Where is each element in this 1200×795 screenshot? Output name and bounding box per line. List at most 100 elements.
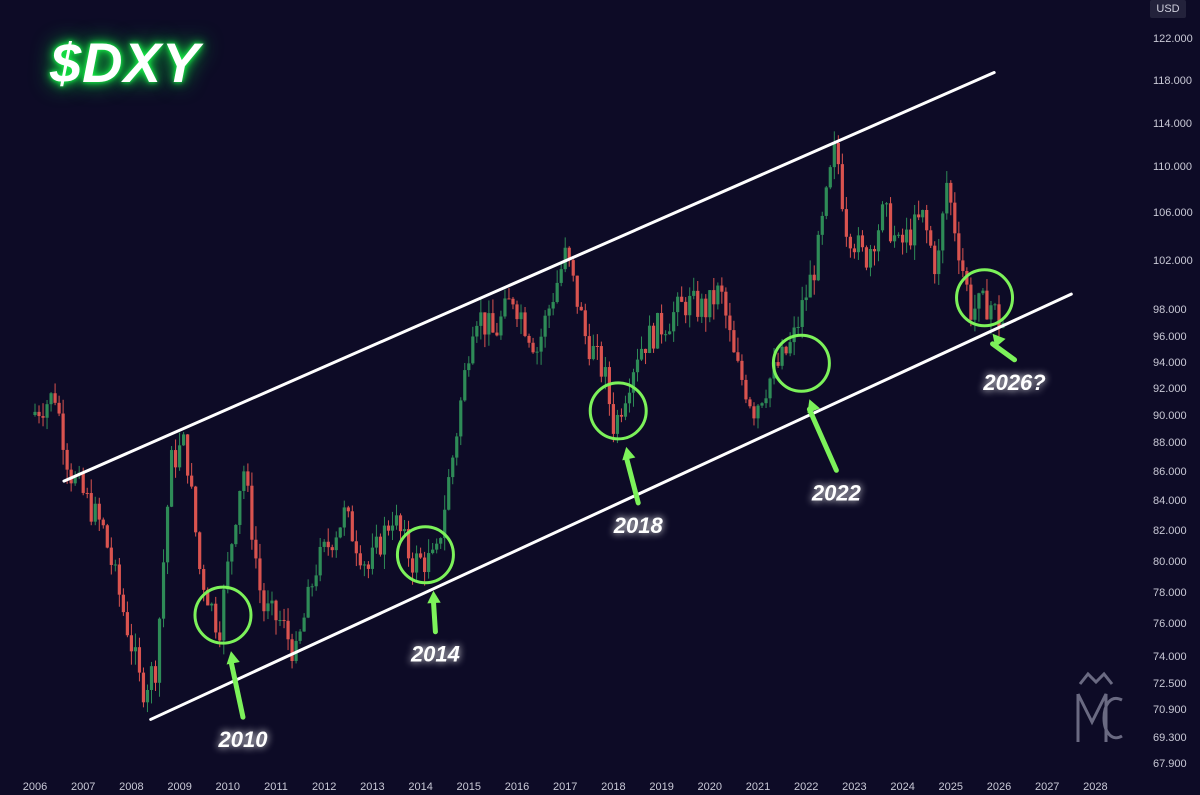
candle-body <box>929 230 933 246</box>
candle-body <box>190 475 194 487</box>
candle-body <box>712 290 716 305</box>
candle-body <box>768 378 772 399</box>
candle-body <box>182 434 186 446</box>
y-axis: 122.000 118.000 114.000 110.000 106.000 102.0… <box>1153 33 1193 770</box>
candle-body <box>330 547 334 551</box>
candle-body <box>386 525 391 531</box>
candle-body <box>647 325 652 354</box>
candle-body <box>354 541 358 554</box>
candle-body <box>716 285 720 305</box>
y-tick-label: 76.000 <box>1153 618 1187 630</box>
candle-body <box>125 612 129 636</box>
highlight-circle <box>193 585 253 645</box>
candle-body <box>230 544 234 562</box>
candle-body <box>61 413 65 450</box>
candle-body <box>105 525 109 548</box>
candle-body <box>868 248 873 268</box>
candle-body <box>808 274 812 298</box>
x-tick-label: 2020 <box>698 781 722 793</box>
candle-body <box>350 511 354 542</box>
candle-body <box>451 457 455 478</box>
y-tick-label: 110.000 <box>1153 161 1192 173</box>
candle-body <box>961 260 965 271</box>
arrow-head-icon <box>622 446 636 461</box>
y-tick-label: 80.000 <box>1153 556 1187 568</box>
candle-body <box>527 335 531 343</box>
candle-body <box>338 527 342 538</box>
candle-body <box>298 631 302 641</box>
candle-body <box>668 331 672 335</box>
candle-body <box>65 449 69 470</box>
candle-body <box>543 315 547 337</box>
y-tick-label: 74.000 <box>1153 651 1187 663</box>
candle-body <box>270 600 274 604</box>
x-tick-label: 2022 <box>794 781 818 793</box>
candle-body <box>507 298 511 300</box>
y-tick-label: 96.000 <box>1153 331 1187 343</box>
candle-body <box>250 485 254 540</box>
candle-body <box>643 348 648 354</box>
highlight-circle <box>955 268 1015 328</box>
candle-body <box>342 507 346 528</box>
candle-body <box>423 557 427 573</box>
candle-body <box>274 600 278 621</box>
candle-body <box>997 304 1001 328</box>
candle-body <box>764 398 768 404</box>
candle-body <box>619 414 624 417</box>
candle-body <box>519 312 523 320</box>
candle-body <box>896 234 901 236</box>
candle-body <box>756 405 760 419</box>
candle-body <box>676 296 680 313</box>
candle-body <box>358 553 362 566</box>
candle-body <box>539 336 543 352</box>
candle-body <box>635 359 640 373</box>
candle-body <box>631 372 636 393</box>
watermark-logo <box>1076 671 1123 742</box>
candle-body <box>828 167 832 188</box>
candle-body <box>740 360 744 380</box>
arrow-head-icon <box>807 399 821 414</box>
candle-body <box>627 392 632 404</box>
candle-body <box>880 204 885 231</box>
y-tick-label: 118.000 <box>1153 75 1192 87</box>
candle-body <box>346 507 350 512</box>
candle-body <box>246 471 250 486</box>
annotation-label: 2026? <box>982 370 1045 395</box>
channel-upper-line <box>62 71 996 483</box>
candle-body <box>796 326 800 328</box>
candle-body <box>844 209 848 237</box>
candle-body <box>780 346 784 366</box>
candle-body <box>226 561 230 590</box>
candle-body <box>463 370 467 401</box>
candle-body <box>153 666 158 683</box>
candle-body <box>744 379 748 400</box>
candle-body <box>165 506 170 563</box>
candle-body <box>266 603 270 612</box>
candle-body <box>832 142 836 168</box>
candle-body <box>109 547 113 565</box>
candle-body <box>117 564 121 595</box>
x-tick-label: 2009 <box>167 781 191 793</box>
candle-body <box>615 414 620 434</box>
candle-body <box>406 529 411 559</box>
candle-body <box>427 553 431 573</box>
candle-body <box>595 346 599 348</box>
candle-body <box>567 247 571 261</box>
candle-body <box>282 620 286 622</box>
candles-layer <box>33 131 1005 713</box>
candle-body <box>45 404 49 418</box>
x-tick-label: 2011 <box>264 781 288 793</box>
candle-body <box>278 620 282 622</box>
candle-body <box>547 308 551 316</box>
candle-body <box>660 312 664 335</box>
candle-body <box>362 564 366 566</box>
candle-body <box>748 399 752 407</box>
y-tick-label: 106.000 <box>1153 207 1193 219</box>
x-tick-label: 2019 <box>649 781 673 793</box>
candle-body <box>860 235 865 248</box>
candle-body <box>680 296 684 302</box>
candle-body <box>318 546 322 576</box>
x-tick-label: 2028 <box>1083 781 1107 793</box>
candle-body <box>479 312 483 326</box>
